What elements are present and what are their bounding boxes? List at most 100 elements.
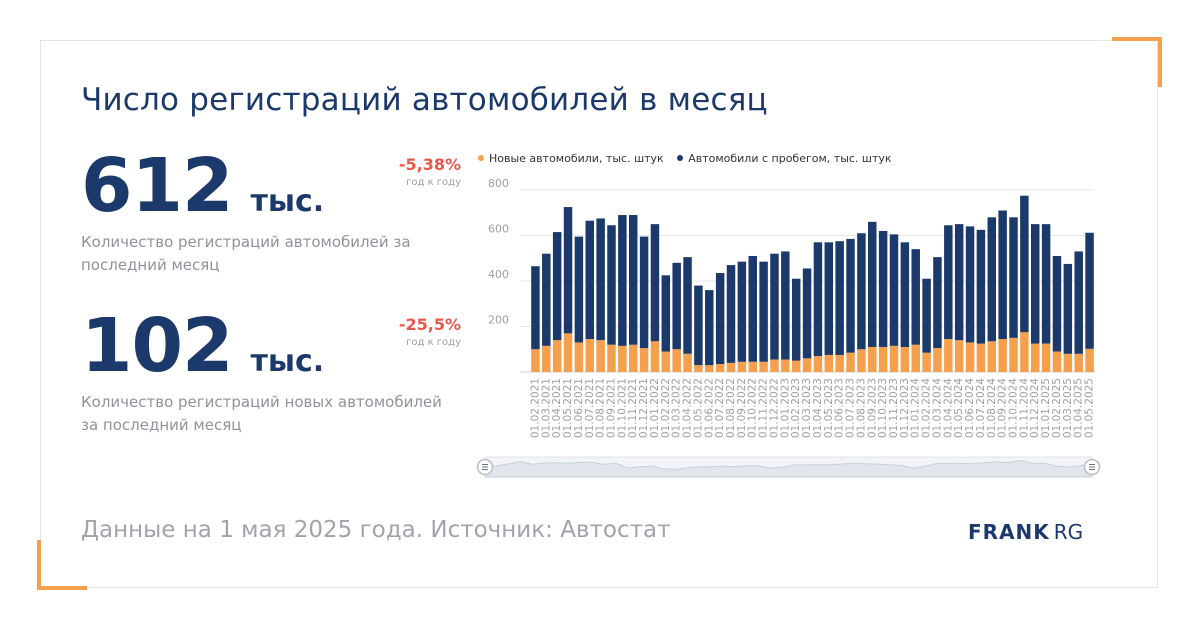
bar-used[interactable] [759,261,768,362]
bar-new[interactable] [1020,332,1029,372]
bar-used[interactable] [998,210,1007,340]
bar-new[interactable] [705,365,714,372]
bar-used[interactable] [813,242,823,357]
bar-used[interactable] [933,257,942,349]
bar-used[interactable] [1020,195,1029,333]
bar-new[interactable] [857,349,866,372]
bar-used[interactable] [1031,224,1040,344]
bar-used[interactable] [726,265,736,363]
bar-used[interactable] [542,253,551,346]
bar-used[interactable] [922,278,931,353]
bar-new[interactable] [563,333,573,372]
bar-used[interactable] [976,229,986,344]
bar-new[interactable] [542,345,551,372]
bar-new[interactable] [933,348,942,372]
bar-new[interactable] [998,339,1007,372]
bar-new[interactable] [781,359,790,372]
bar-new[interactable] [1074,353,1083,372]
bar-used[interactable] [607,225,616,345]
bar-used[interactable] [900,242,910,347]
bar-new[interactable] [835,354,844,372]
bar-new[interactable] [1031,343,1040,372]
bar-new[interactable] [813,356,823,372]
bar-used[interactable] [705,290,714,366]
bar-used[interactable] [683,257,692,354]
bar-used[interactable] [1074,251,1083,354]
bar-used[interactable] [596,218,605,341]
bar-used[interactable] [585,220,594,340]
bar-new[interactable] [922,352,931,372]
bar-new[interactable] [683,353,692,372]
bar-used[interactable] [944,225,953,340]
bar-new[interactable] [737,361,747,372]
bar-new[interactable] [715,364,725,372]
bar-new[interactable] [1052,351,1062,372]
navigator-handle-right[interactable] [1083,458,1101,476]
bar-new[interactable] [770,359,779,372]
bar-new[interactable] [824,354,834,372]
bar-used[interactable] [531,266,540,350]
bar-new[interactable] [802,358,812,372]
bar-new[interactable] [650,341,660,372]
bar-new[interactable] [628,344,638,372]
bar-new[interactable] [672,349,681,372]
bar-new[interactable] [661,351,671,372]
bar-new[interactable] [607,344,616,372]
bar-new[interactable] [976,343,986,372]
bar-new[interactable] [1085,348,1094,372]
bar-used[interactable] [770,253,779,360]
bar-used[interactable] [563,207,573,334]
bar-used[interactable] [552,232,562,341]
bar-used[interactable] [694,285,703,366]
bar-new[interactable] [596,340,605,372]
bar-used[interactable] [628,215,638,345]
bar-used[interactable] [661,275,671,352]
bar-used[interactable] [1085,232,1094,349]
bar-new[interactable] [889,345,899,372]
bar-used[interactable] [791,278,801,361]
bar-used[interactable] [1009,217,1018,338]
bar-new[interactable] [574,342,584,372]
bar-used[interactable] [835,241,844,355]
bar-new[interactable] [987,341,997,372]
legend-item-used[interactable]: Автомобили с пробегом, тыс. штук [677,152,892,165]
bar-new[interactable] [1009,337,1018,372]
bar-new[interactable] [639,348,649,372]
bar-used[interactable] [737,261,747,362]
bar-new[interactable] [585,339,594,372]
bar-used[interactable] [618,215,627,346]
bar-used[interactable] [846,238,855,353]
bar-used[interactable] [574,236,584,343]
bar-used[interactable] [1052,255,1062,352]
bar-used[interactable] [965,226,975,343]
bar-used[interactable] [672,262,681,350]
bar-new[interactable] [618,345,627,372]
bar-new[interactable] [878,346,888,372]
bar-new[interactable] [944,339,953,372]
bar-used[interactable] [954,224,964,341]
bar-new[interactable] [531,349,540,372]
bar-new[interactable] [900,346,910,372]
bar-new[interactable] [868,346,877,372]
bar-used[interactable] [889,234,899,346]
bar-new[interactable] [1041,343,1051,372]
bar-new[interactable] [791,360,801,372]
bar-used[interactable] [857,233,866,350]
bar-used[interactable] [1041,224,1051,344]
bar-used[interactable] [911,249,920,345]
bar-new[interactable] [1063,353,1073,372]
bar-new[interactable] [954,340,964,372]
bar-new[interactable] [965,342,975,372]
bar-used[interactable] [878,230,888,347]
bar-new[interactable] [748,361,757,372]
bar-new[interactable] [726,362,736,372]
bar-new[interactable] [911,344,920,372]
bar-new[interactable] [694,365,703,372]
bar-used[interactable] [987,217,997,342]
bar-used[interactable] [650,224,660,342]
bar-new[interactable] [759,361,768,372]
bar-new[interactable] [552,340,562,372]
bar-used[interactable] [1063,263,1073,354]
bar-used[interactable] [715,273,725,365]
bar-used[interactable] [868,221,877,347]
